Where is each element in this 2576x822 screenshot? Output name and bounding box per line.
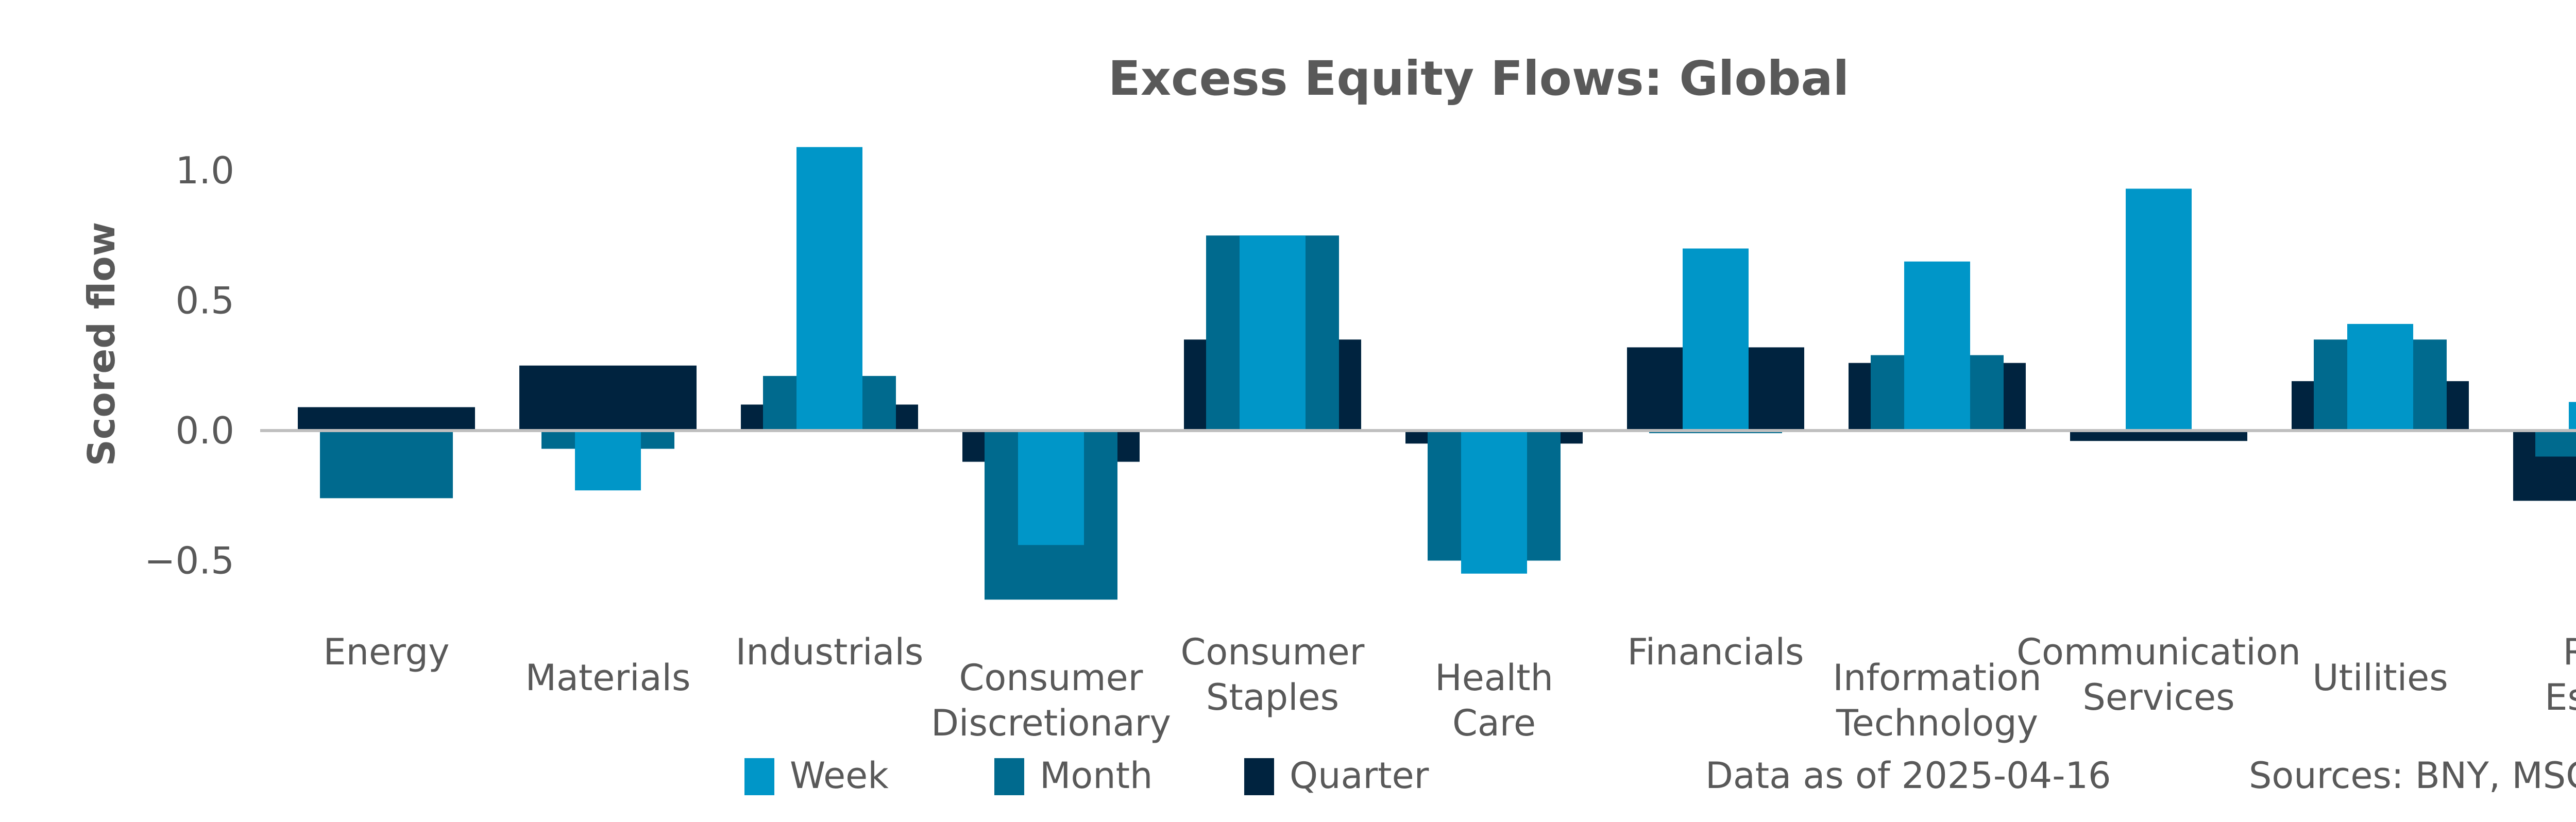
category-label: Communication Services — [2016, 631, 2301, 718]
category-label-line: Industrials — [736, 631, 924, 673]
bar-week — [1018, 431, 1084, 545]
bar-marks — [298, 147, 2576, 600]
category-label-line: Discretionary — [931, 702, 1171, 744]
bar-week — [575, 431, 641, 491]
bar-week — [2126, 189, 2192, 431]
category-label-line: Technology — [1836, 702, 2038, 744]
legend-swatch-week — [744, 758, 774, 795]
category-label: Industrials — [736, 631, 924, 673]
legend: Week Month Quarter — [744, 755, 1429, 797]
bar-quarter — [2070, 431, 2247, 441]
legend-label-week: Week — [790, 755, 889, 797]
y-axis-label: Scored flow — [80, 222, 123, 466]
y-axis-ticks: 1.0 0.5 0.0 −0.5 — [144, 149, 234, 583]
legend-swatch-month — [994, 758, 1024, 795]
category-label: Real Estate — [2545, 631, 2576, 718]
category-label: Utilities — [2312, 657, 2448, 699]
bar-week — [2347, 323, 2413, 431]
y-tick-label: −0.5 — [144, 539, 234, 583]
bar-quarter — [298, 407, 475, 431]
category-label-line: Estate — [2545, 676, 2576, 718]
legend-label-month: Month — [1040, 755, 1153, 797]
bar-quarter — [519, 365, 697, 431]
category-label-line: Services — [2082, 676, 2234, 718]
y-tick-label: 0.0 — [175, 409, 234, 452]
bar-week — [1240, 235, 1306, 431]
category-label-line: Communication — [2016, 631, 2301, 673]
category-label-line: Information — [1833, 657, 2041, 699]
bar-week — [796, 147, 862, 431]
bar-week — [1461, 431, 1527, 574]
category-label: Financials — [1628, 631, 1804, 673]
legend-label-quarter: Quarter — [1290, 755, 1429, 797]
category-label-line: Utilities — [2312, 657, 2448, 699]
legend-swatch-quarter — [1244, 758, 1274, 795]
category-label: Energy — [323, 631, 449, 673]
data-date-note: Data as of 2025-04-16 — [1705, 755, 2111, 797]
bar-month — [2535, 431, 2576, 457]
category-label: Consumer Discretionary — [931, 657, 1171, 744]
category-label: Materials — [526, 657, 691, 699]
category-label-line: Financials — [1628, 631, 1804, 673]
category-label-line: Care — [1452, 702, 1536, 744]
category-label: Consumer Staples — [1181, 631, 1365, 718]
chart-title: Excess Equity Flows: Global — [1108, 51, 1849, 106]
category-label-line: Materials — [526, 657, 691, 699]
category-label-line: Staples — [1206, 676, 1339, 718]
category-label: Information Technology — [1833, 657, 2041, 744]
bar-week — [2569, 402, 2576, 431]
y-tick-label: 1.0 — [175, 149, 234, 192]
bar-week — [1683, 248, 1749, 431]
sources-note: Sources: BNY, MSCI — [2249, 755, 2576, 797]
y-tick-label: 0.5 — [175, 279, 234, 322]
category-label: Health Care — [1435, 657, 1553, 744]
bar-week — [1904, 261, 1970, 431]
bar-month — [320, 431, 453, 499]
category-label-line: Consumer — [1181, 631, 1365, 673]
category-label-line: Energy — [323, 631, 449, 673]
category-label-line: Consumer — [959, 657, 1143, 699]
category-label-line: Health — [1435, 657, 1553, 699]
category-label-line: Real — [2563, 631, 2576, 673]
